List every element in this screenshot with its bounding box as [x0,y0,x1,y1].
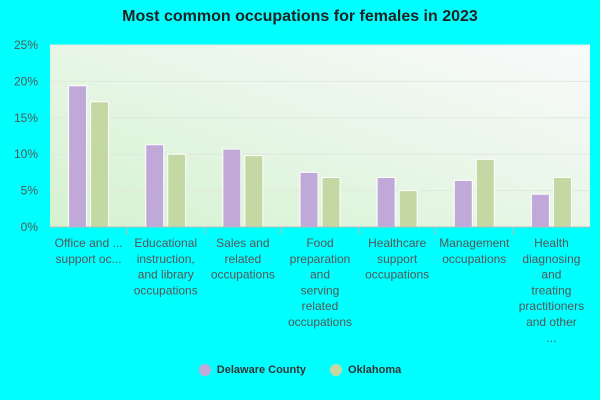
plot-area [50,45,590,227]
x-tick-label: Office and ... support oc... [55,236,123,266]
y-tick-label: 10% [14,147,38,161]
bar-delaware-county [299,171,319,228]
legend-label-oklahoma: Oklahoma [348,364,402,376]
bar-delaware-county [145,144,165,228]
bar-delaware-county [68,85,88,228]
legend-item-oklahoma: Oklahoma [330,364,401,376]
bar-oklahoma [167,153,187,228]
x-tick-label: Management occupations [439,236,510,266]
bar-oklahoma [90,101,110,228]
bar-delaware-county [453,179,473,228]
y-tick-label: 20% [14,74,38,88]
chart-title: Most common occupations for females in 2… [122,8,478,25]
legend-swatch-oklahoma [330,364,343,376]
legend-label-delaware-county: Delaware County [216,364,307,376]
legend-item-delaware-county: Delaware County [198,364,307,376]
y-tick-label: 0% [21,220,39,234]
x-tick-label: Educational instruction, and library occupa… [134,236,198,297]
legend-swatch-delaware-county [198,364,211,376]
x-tick-label: Sales and related occupations [211,236,275,282]
bar-oklahoma [398,190,418,228]
y-tick-label: 15% [14,111,38,125]
bar-oklahoma [244,155,264,228]
bar-oklahoma [321,176,341,228]
x-tick-label: Healthcare support occupations [365,236,429,282]
bar-oklahoma [552,176,572,228]
bar-delaware-county [530,193,550,228]
bar-delaware-county [222,148,242,228]
x-tick-label: Health diagnosing and treating practitioners… [519,236,584,345]
y-tick-label: 25% [14,38,38,52]
legend: Delaware County Oklahoma [0,364,600,376]
bar-delaware-county [376,176,396,228]
x-tick-label: Food preparation and serving related occupati… [288,236,352,329]
bar-oklahoma [475,158,495,228]
y-tick-label: 5% [21,184,39,198]
